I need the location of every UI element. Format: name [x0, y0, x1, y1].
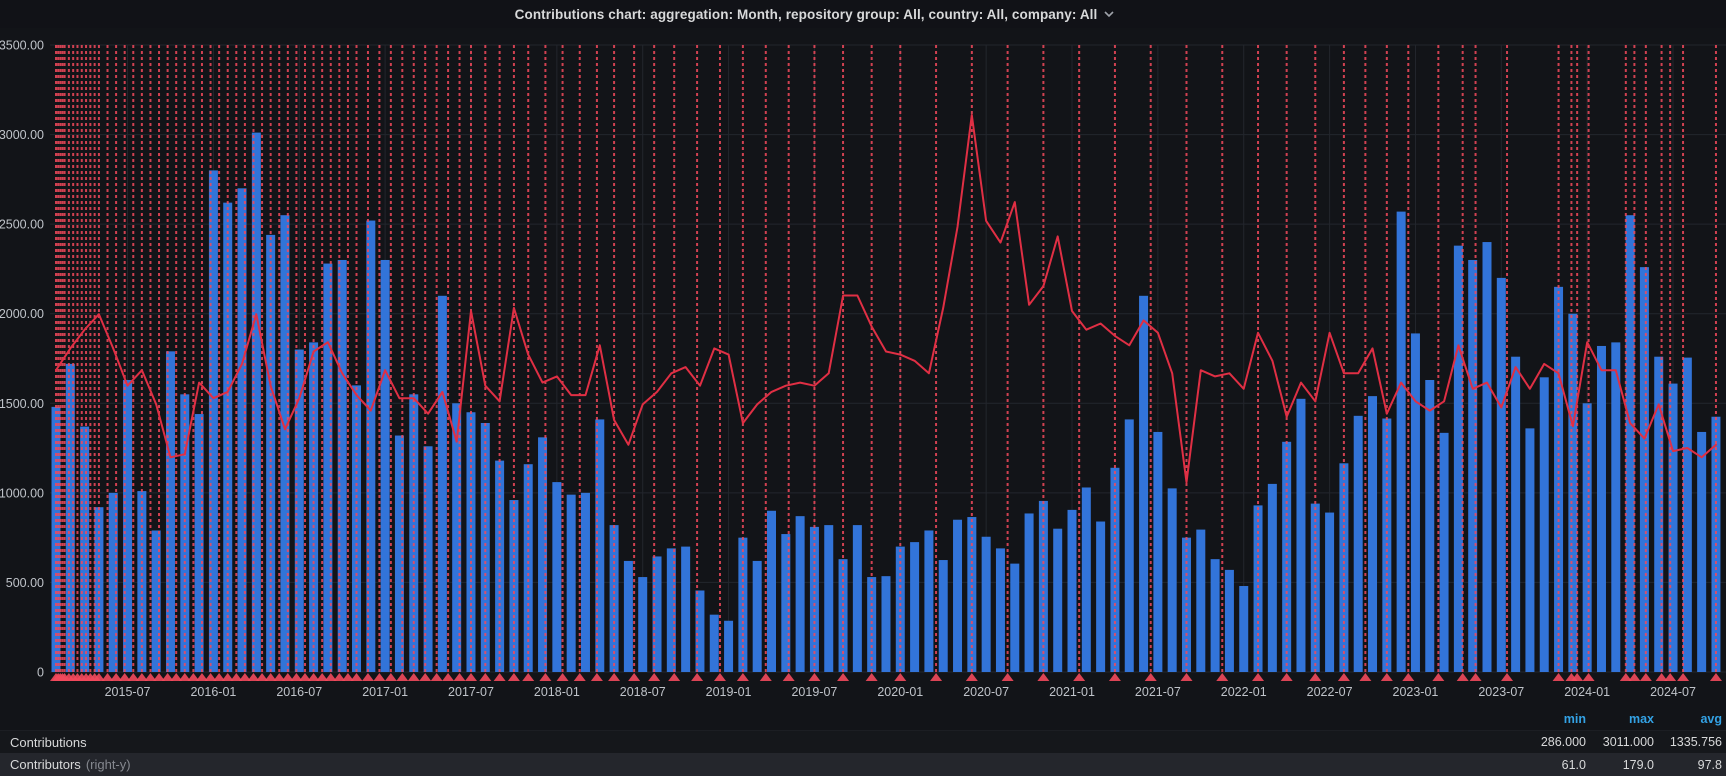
legend-avg-value: 1335.756	[1669, 735, 1722, 749]
panel-header[interactable]: Contributions chart: aggregation: Month,…	[0, 0, 1726, 28]
legend-row-contributions[interactable]: Contributions 286.000 3011.000 1335.756	[0, 730, 1726, 753]
legend-row-contributors[interactable]: Contributors (right-y) 61.0 179.0 97.8	[0, 753, 1726, 776]
svg-text:2017-07: 2017-07	[448, 685, 494, 699]
legend-min-value: 61.0	[1561, 757, 1586, 772]
svg-text:2023-07: 2023-07	[1478, 685, 1524, 699]
svg-text:2500.00: 2500.00	[0, 218, 44, 232]
bars-series-contributions	[51, 132, 1721, 673]
legend-series-label: Contributions	[10, 734, 87, 750]
svg-text:2021-01: 2021-01	[1049, 685, 1095, 699]
legend-min-value: 286.000	[1540, 735, 1586, 749]
panel-title: Contributions chart: aggregation: Month,…	[514, 6, 1098, 22]
right-y-suffix: (right-y)	[85, 757, 131, 772]
svg-text:2019-01: 2019-01	[706, 685, 752, 699]
svg-text:1000.00: 1000.00	[0, 486, 44, 500]
svg-text:1500.00: 1500.00	[0, 397, 44, 411]
chevron-down-icon[interactable]	[1103, 10, 1115, 18]
legend-header-max[interactable]: max	[1628, 712, 1654, 726]
legend-max-value: 3011.000	[1602, 735, 1654, 749]
svg-text:3000.00: 3000.00	[0, 128, 44, 142]
svg-text:2024-07: 2024-07	[1650, 685, 1696, 699]
legend-header-min[interactable]: min	[1563, 712, 1586, 726]
svg-text:2018-07: 2018-07	[620, 685, 666, 699]
legend-series-label: Contributors (right-y)	[10, 757, 131, 772]
x-axis-labels: 2015-07 2016-01 2016-07 2017-01 2017-07 2018-…	[105, 685, 1696, 699]
annotation-lines	[55, 45, 1717, 672]
contributions-chart[interactable]: 3500.00 3000.00 2500.00 2000.00 1500.00 1000.…	[0, 28, 1726, 708]
svg-text:2022-01: 2022-01	[1221, 685, 1267, 699]
svg-text:2017-01: 2017-01	[362, 685, 408, 699]
svg-text:2020-07: 2020-07	[963, 685, 1009, 699]
svg-text:2000.00: 2000.00	[0, 307, 44, 321]
svg-text:2022-07: 2022-07	[1307, 685, 1353, 699]
svg-text:2016-07: 2016-07	[276, 685, 322, 699]
svg-text:500.00: 500.00	[6, 576, 44, 590]
svg-text:2021-07: 2021-07	[1135, 685, 1181, 699]
annotation-markers	[50, 673, 1722, 681]
legend-max-value: 179.0	[1622, 757, 1654, 772]
svg-text:3500.00: 3500.00	[0, 39, 44, 53]
svg-text:2019-07: 2019-07	[791, 685, 837, 699]
svg-text:2016-01: 2016-01	[190, 685, 236, 699]
svg-text:2023-01: 2023-01	[1393, 685, 1439, 699]
line-series-contributors	[55, 114, 1717, 484]
svg-text:2020-01: 2020-01	[877, 685, 923, 699]
legend-table: min max avg Contributions 286.000 3011.0…	[0, 708, 1726, 776]
legend-header-row: min max avg	[0, 708, 1726, 730]
svg-text:2018-01: 2018-01	[534, 685, 580, 699]
svg-text:2015-07: 2015-07	[105, 685, 151, 699]
y-axis-labels: 3500.00 3000.00 2500.00 2000.00 1500.00 1000.…	[0, 39, 44, 680]
svg-text:0: 0	[37, 666, 44, 680]
legend-avg-value: 97.8	[1697, 757, 1722, 772]
legend-header-avg[interactable]: avg	[1700, 712, 1722, 726]
svg-text:2024-01: 2024-01	[1564, 685, 1610, 699]
